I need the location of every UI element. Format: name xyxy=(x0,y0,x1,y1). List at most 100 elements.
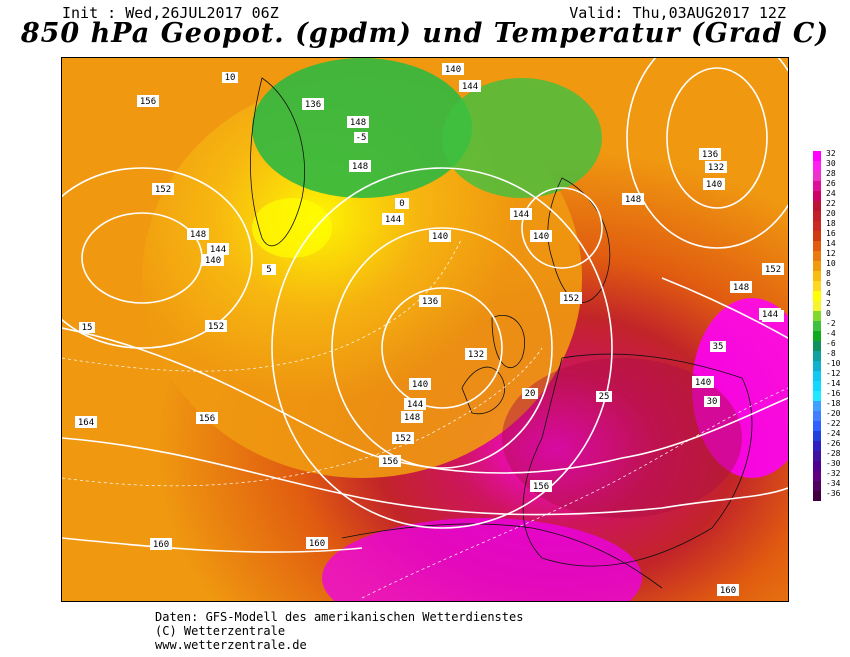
legend-value: -10 xyxy=(826,359,841,368)
legend-swatch xyxy=(813,181,821,191)
legend-value: -26 xyxy=(826,439,841,448)
geopotential-label: 164 xyxy=(75,416,97,428)
svg-text:152: 152 xyxy=(155,185,171,195)
geopotential-label: 132 xyxy=(465,348,487,360)
weather-map: 132 136 140 144 148 152 156 160 164 160 … xyxy=(61,57,789,602)
svg-text:148: 148 xyxy=(352,162,368,172)
svg-text:140: 140 xyxy=(445,65,461,75)
svg-text:140: 140 xyxy=(533,232,549,242)
geopotential-label: 148 xyxy=(622,193,644,205)
legend-value: 10 xyxy=(826,259,836,268)
svg-text:152: 152 xyxy=(765,265,781,275)
legend-value: -20 xyxy=(826,409,841,418)
geopotential-label: 136 xyxy=(302,98,324,110)
legend-swatch xyxy=(813,401,821,411)
geopotential-label: 152 xyxy=(152,183,174,195)
legend-value: 20 xyxy=(826,209,836,218)
svg-text:140: 140 xyxy=(695,378,711,388)
legend-swatch xyxy=(813,421,821,431)
svg-text:25: 25 xyxy=(599,392,610,402)
temperature-label: 35 xyxy=(710,341,726,352)
geopotential-label: 152 xyxy=(762,263,784,275)
geopotential-contours xyxy=(62,58,788,553)
legend-swatch xyxy=(813,201,821,211)
svg-text:5: 5 xyxy=(266,265,271,275)
legend-value: -8 xyxy=(826,349,836,358)
legend-swatch xyxy=(813,461,821,471)
legend-swatch xyxy=(813,351,821,361)
legend-value: 4 xyxy=(826,289,831,298)
temperature-label: 20 xyxy=(522,388,538,399)
svg-text:136: 136 xyxy=(702,150,718,160)
legend-value: 32 xyxy=(826,149,836,158)
geopotential-label: 136 xyxy=(419,295,441,307)
legend-value: -32 xyxy=(826,469,841,478)
geopotential-label: 148 xyxy=(730,281,752,293)
geopotential-label: 160 xyxy=(717,584,739,596)
svg-text:148: 148 xyxy=(350,118,366,128)
geopotential-label: 160 xyxy=(306,537,328,549)
geopotential-label: 140 xyxy=(202,254,224,266)
legend-value: 6 xyxy=(826,279,831,288)
temperature-label: 15 xyxy=(79,322,95,333)
legend-value: -16 xyxy=(826,389,841,398)
svg-text:148: 148 xyxy=(404,413,420,423)
svg-text:152: 152 xyxy=(208,322,224,332)
legend-value: -34 xyxy=(826,479,841,488)
legend-swatch xyxy=(813,451,821,461)
svg-text:20: 20 xyxy=(525,389,536,399)
legend-swatch xyxy=(813,171,821,181)
legend-value: 26 xyxy=(826,179,836,188)
geopotential-label: 152 xyxy=(392,432,414,444)
svg-text:136: 136 xyxy=(422,297,438,307)
geopotential-label: 140 xyxy=(409,378,431,390)
legend-value: 12 xyxy=(826,249,836,258)
legend-swatch xyxy=(813,481,821,491)
svg-text:35: 35 xyxy=(713,342,724,352)
geopotential-label: 144 xyxy=(207,243,229,255)
svg-text:10: 10 xyxy=(225,73,236,83)
legend-swatch xyxy=(813,281,821,291)
geopotential-label: 140 xyxy=(530,230,552,242)
svg-text:30: 30 xyxy=(707,397,718,407)
legend-swatch xyxy=(813,161,821,171)
legend-swatch xyxy=(813,491,821,501)
svg-text:160: 160 xyxy=(720,586,736,596)
temperature-label: 10 xyxy=(222,72,238,83)
svg-text:140: 140 xyxy=(205,256,221,266)
geopotential-label: 140 xyxy=(703,178,725,190)
legend-swatch xyxy=(813,391,821,401)
legend-swatch xyxy=(813,431,821,441)
legend-value: 0 xyxy=(826,309,831,318)
svg-text:156: 156 xyxy=(199,414,215,424)
svg-text:144: 144 xyxy=(210,245,226,255)
svg-text:132: 132 xyxy=(468,350,484,360)
chart-title: 850 hPa Geopot. (gpdm) und Temperatur (G… xyxy=(20,18,830,49)
legend-value: 30 xyxy=(826,159,836,168)
geopotential-label: 148 xyxy=(187,228,209,240)
credit-source: Daten: GFS-Modell des amerikanischen Wet… xyxy=(155,610,524,624)
temperature-label: -5 xyxy=(354,132,368,143)
geopotential-label: 132 xyxy=(705,161,727,173)
svg-text:144: 144 xyxy=(762,310,778,320)
geopotential-label: 148 xyxy=(349,160,371,172)
svg-text:152: 152 xyxy=(395,434,411,444)
geopotential-label: 136 xyxy=(699,148,721,160)
legend-swatch xyxy=(813,361,821,371)
svg-text:156: 156 xyxy=(140,97,156,107)
legend-value: -2 xyxy=(826,319,836,328)
geopotential-label: 156 xyxy=(196,412,218,424)
legend-swatch xyxy=(813,441,821,451)
legend-value: -30 xyxy=(826,459,841,468)
legend-value: 22 xyxy=(826,199,836,208)
geopotential-label: 160 xyxy=(150,538,172,550)
temperature-label: 25 xyxy=(596,391,612,402)
geopotential-label: 144 xyxy=(759,308,781,320)
svg-text:144: 144 xyxy=(385,215,401,225)
svg-text:144: 144 xyxy=(407,400,423,410)
temperature-isotherms xyxy=(62,237,788,599)
svg-text:156: 156 xyxy=(533,482,549,492)
geopotential-label: 156 xyxy=(379,455,401,467)
svg-text:132: 132 xyxy=(708,163,724,173)
temperature-label: 30 xyxy=(704,396,720,407)
